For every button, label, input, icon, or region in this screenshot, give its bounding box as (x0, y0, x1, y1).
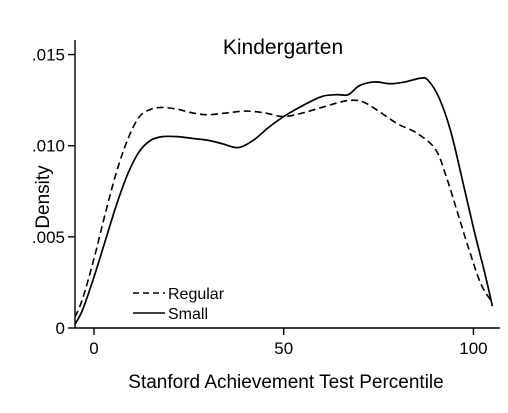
axes-layer: 0 50 100 0 .005 .010 .015 (32, 40, 500, 358)
legend-label-small: Small (168, 306, 208, 323)
series-line-regular (74, 99, 494, 318)
legend-label-regular: Regular (168, 286, 225, 303)
x-tick-label: 50 (274, 339, 293, 358)
x-tick-label: 0 (89, 339, 98, 358)
chart-title: Kindergarten (223, 36, 343, 59)
legend: Regular Small (133, 286, 225, 323)
y-axis-title: Density (33, 165, 54, 229)
x-axis-title: Stanford Achievement Test Percentile (128, 372, 443, 393)
y-tick-label: 0 (56, 319, 65, 338)
series-line-small (74, 76, 494, 325)
y-tick-label: .015 (32, 46, 65, 65)
y-tick-label: .010 (32, 137, 65, 156)
x-tick-label: 100 (459, 339, 487, 358)
curves-layer (74, 76, 494, 325)
y-tick-label: .005 (32, 228, 65, 247)
